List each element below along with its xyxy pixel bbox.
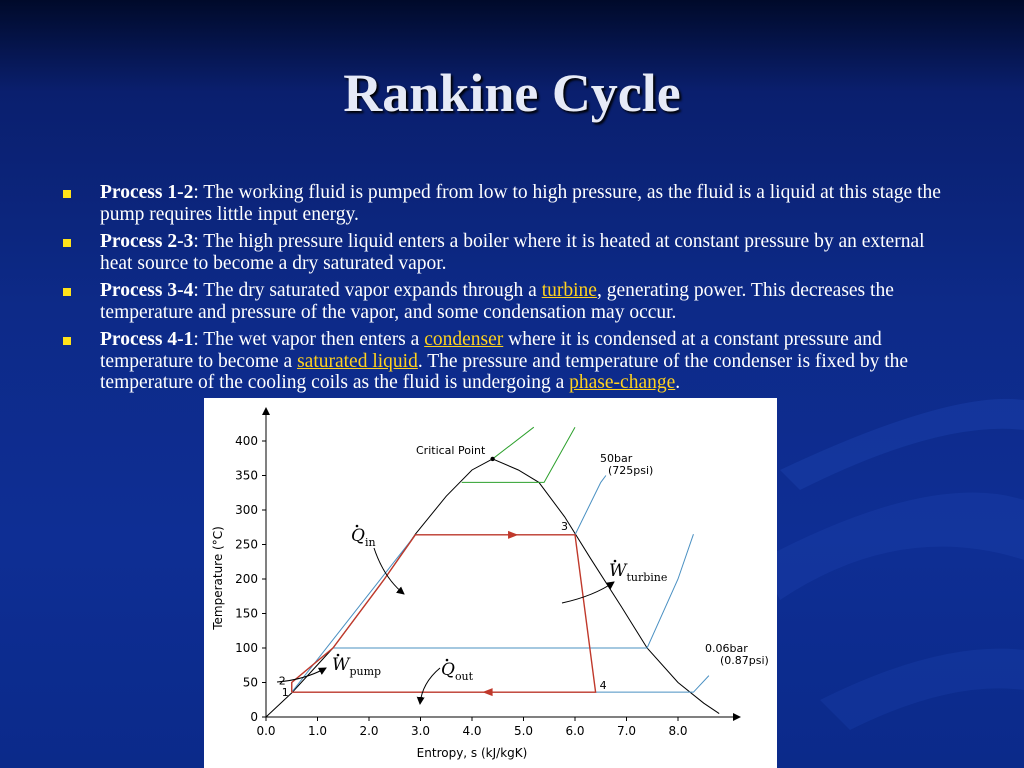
w-turbine-arrow [561,581,615,604]
q-in-label-dot [355,524,359,528]
w-pump-arrow [276,667,327,683]
x-tick-label: 1.0 [308,724,327,738]
q-out-label: Qout [441,660,474,683]
ts-diagram: 0.0 1.0 2.0 3.0 4.0 5.0 6.0 7.0 8.0 0 50 100 150 200 2… [204,398,777,768]
x-tick-label: 0.0 [256,724,275,738]
isobar-line [461,426,576,483]
saturated-liquid-link[interactable]: saturated liquid [297,350,418,372]
slide-title: Rankine Cycle [343,63,681,123]
q-in-label: Qin [351,526,376,549]
x-tick-label: 5.0 [514,724,533,738]
process-text: : The dry saturated vapor expands throug… [193,280,542,301]
cycle-direction-arrow [508,530,519,539]
process-text: : The wet vapor then enters a [193,329,425,350]
q-in-label-subscript: in [365,536,376,549]
x-tick-label: 7.0 [617,724,636,738]
isobar-high-label: 50bar [600,452,633,465]
ts-diagram-svg: 0.0 1.0 2.0 3.0 4.0 5.0 6.0 7.0 8.0 0 50 100 150 200 2… [211,407,769,760]
y-tick-label: 100 [235,641,258,655]
process-list: Process 1-2: The working fluid is pumped… [60,182,960,400]
y-axis-label: Temperature (°C) [211,526,225,631]
rankine-cycle-path [291,534,597,693]
condenser-link[interactable]: condenser [424,329,504,350]
process-label: Process 4-1 [100,329,194,350]
process-text: where it is condensed at a constant pres… [100,329,882,372]
cycle-direction-arrow [482,688,493,697]
x-tick-label: 4.0 [462,724,481,738]
process-3-4-item: Process 3-4: The dry saturated vapor exp… [60,280,960,323]
bullet-square-icon [63,190,71,198]
process-text: , generating power. This decreases the t… [100,280,894,323]
process-label: Process 1-2 [100,182,194,203]
bullet-square-icon [63,288,71,296]
w-turbine-label: Wturbine [609,561,667,584]
w-pump-label: Wpump [332,655,381,678]
y-tick-label: 250 [235,538,258,552]
process-text: . [675,372,681,393]
cycle-point-label: 1 [282,686,289,699]
q-out-arrow [416,667,441,705]
y-tick-label: 150 [235,607,258,621]
y-tick-label: 50 [243,676,258,690]
isobar-low-label: 0.06bar [705,642,748,655]
cycle-point-label: 4 [600,679,607,692]
w-pump-label-dot [336,653,340,657]
bullet-square-icon [63,337,71,345]
y-tick-label: 300 [235,503,258,517]
x-tick-label: 2.0 [359,724,378,738]
process-label: Process 3-4 [100,280,194,301]
critical-point-marker [490,456,495,462]
q-out-label-subscript: out [455,670,474,683]
x-axis-label: Entropy, s (kJ/kgK) [417,746,528,760]
y-tick-label: 350 [235,469,258,483]
y-tick-label: 0 [250,710,258,724]
cycle-point-label: 3 [561,520,568,533]
turbine-link[interactable]: turbine [541,280,597,301]
w-pump-label-subscript: pump [349,665,381,678]
process-text: : The high pressure liquid enters a boil… [100,231,925,274]
process-text: . The pressure and temperature of the co… [100,350,909,394]
q-out-label-dot [445,658,449,662]
cycle-point-label: 2 [279,675,286,688]
isobar-line [492,426,535,460]
q-in-arrow [373,547,405,595]
bullet-square-icon [63,239,71,247]
x-tick-label: 6.0 [565,724,584,738]
y-tick-label: 200 [235,572,258,586]
isobar-low-label-psi: (0.87psi) [720,654,769,667]
process-1-2-item: Process 1-2: The working fluid is pumped… [60,182,960,225]
process-2-3-item: Process 2-3: The high pressure liquid en… [60,231,960,274]
process-4-1-item: Process 4-1: The wet vapor then enters a… [60,329,960,394]
saturation-dome-curve [265,458,720,718]
critical-point-label: Critical Point [416,444,486,457]
x-tick-label: 8.0 [668,724,687,738]
w-turbine-label-dot [613,559,617,563]
x-tick-label: 3.0 [411,724,430,738]
phase-change-link[interactable]: phase-change [569,372,676,393]
y-tick-label: 400 [235,434,258,448]
w-turbine-label-subscript: turbine [626,571,667,584]
process-text: : The working fluid is pumped from low t… [100,182,941,225]
isobar-high-label-psi: (725psi) [608,464,653,477]
isobar-line [291,675,710,693]
process-label: Process 2-3 [100,231,194,252]
isobar-line [332,533,694,649]
